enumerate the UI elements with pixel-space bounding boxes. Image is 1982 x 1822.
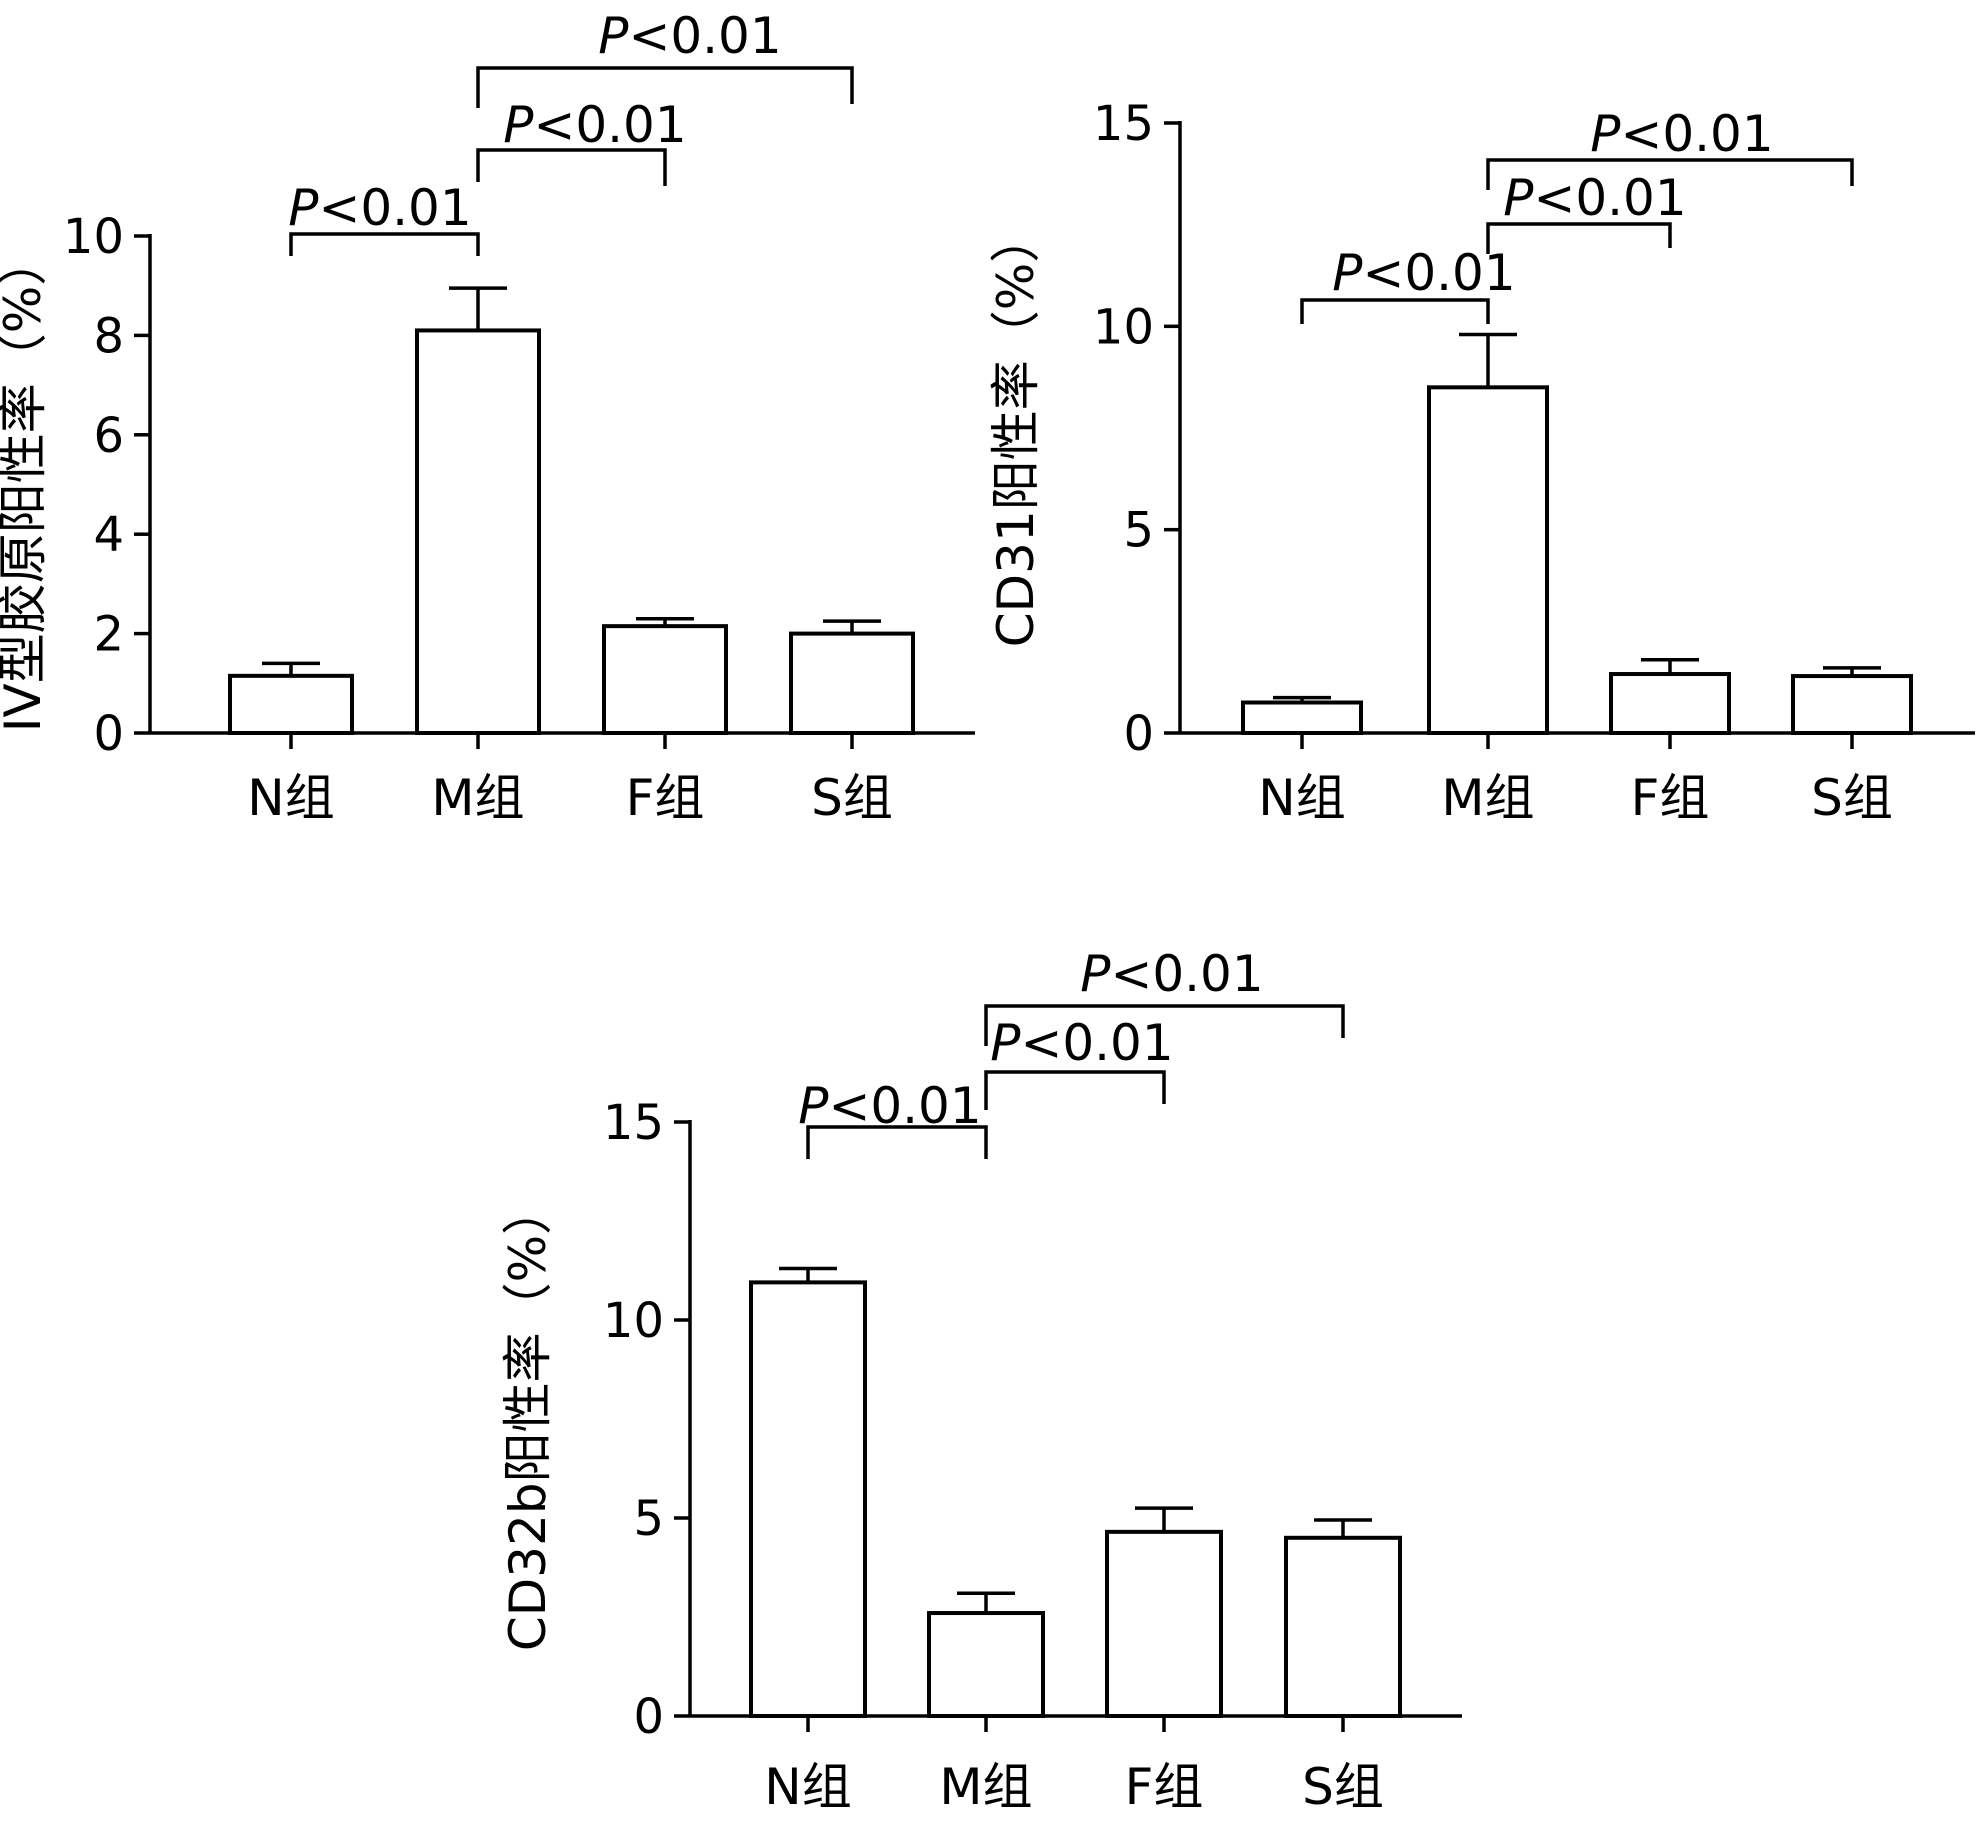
y-tick-label: 0 bbox=[93, 706, 124, 762]
significance-p-italic: P bbox=[288, 179, 319, 237]
y-axis-title: CD32b阳性率（%） bbox=[499, 1185, 557, 1651]
bar bbox=[789, 631, 915, 735]
significance-label: P<0.01 bbox=[990, 1014, 1173, 1072]
significance-p-italic: P bbox=[798, 1077, 829, 1135]
x-category-label: N组 bbox=[1258, 769, 1345, 827]
x-category-label: S组 bbox=[1302, 1758, 1384, 1816]
significance-bracket bbox=[1300, 298, 1490, 324]
x-category-label: M组 bbox=[1441, 769, 1534, 827]
significance-p-italic: P bbox=[598, 7, 629, 65]
y-tick-label: 0 bbox=[1123, 706, 1154, 762]
significance-threshold: <0.01 bbox=[1110, 945, 1263, 1003]
y-tick-label: 5 bbox=[633, 1491, 664, 1547]
y-tick-label: 15 bbox=[603, 1095, 664, 1151]
x-category-label: M组 bbox=[939, 1758, 1032, 1816]
significance-threshold: <0.01 bbox=[1362, 244, 1515, 302]
significance-bracket bbox=[984, 1004, 1345, 1046]
bar bbox=[1609, 672, 1731, 735]
significance-bracket bbox=[806, 1125, 988, 1159]
significance-p-italic: P bbox=[503, 96, 534, 154]
y-axis-title: CD31阳性率（%） bbox=[987, 213, 1045, 648]
x-category-label: F组 bbox=[1125, 1758, 1204, 1816]
significance-p-italic: P bbox=[1590, 105, 1621, 163]
y-tick-label: 2 bbox=[93, 607, 124, 663]
significance-label: P<0.01 bbox=[1080, 945, 1263, 1003]
y-tick-label: 0 bbox=[633, 1689, 664, 1745]
significance-label: P<0.01 bbox=[503, 96, 686, 154]
significance-threshold: <0.01 bbox=[828, 1077, 981, 1135]
bar bbox=[1791, 674, 1913, 735]
significance-label: P<0.01 bbox=[598, 7, 781, 65]
significance-threshold: <0.01 bbox=[318, 179, 471, 237]
significance-p-italic: P bbox=[1080, 945, 1111, 1003]
bar bbox=[228, 673, 354, 735]
significance-bracket bbox=[984, 1070, 1166, 1110]
bar bbox=[927, 1611, 1045, 1719]
y-tick-label: 5 bbox=[1123, 503, 1154, 559]
x-category-label: S组 bbox=[811, 769, 893, 827]
bar bbox=[602, 624, 728, 736]
x-category-label: N组 bbox=[764, 1758, 851, 1816]
significance-label: P<0.01 bbox=[798, 1077, 981, 1135]
significance-bracket bbox=[476, 66, 854, 108]
x-category-label: F组 bbox=[626, 769, 705, 827]
significance-threshold: <0.01 bbox=[533, 96, 686, 154]
y-tick-label: 4 bbox=[93, 507, 124, 563]
x-category-label: S组 bbox=[1811, 769, 1893, 827]
bar bbox=[749, 1280, 867, 1718]
significance-bracket bbox=[476, 148, 667, 186]
significance-label: P<0.01 bbox=[1590, 105, 1773, 163]
y-tick-label: 15 bbox=[1093, 96, 1154, 152]
y-tick-label: 6 bbox=[93, 408, 124, 464]
bar bbox=[1284, 1535, 1402, 1719]
y-tick-label: 8 bbox=[93, 308, 124, 364]
significance-bracket bbox=[1486, 158, 1854, 190]
y-tick-label: 10 bbox=[63, 209, 124, 265]
significance-threshold: <0.01 bbox=[1020, 1014, 1173, 1072]
significance-bracket bbox=[1486, 222, 1672, 254]
significance-bracket bbox=[289, 232, 480, 256]
significance-label: P<0.01 bbox=[288, 179, 471, 237]
y-tick-label: 10 bbox=[1093, 299, 1154, 355]
y-axis-title: IV型胶原阳性率（%） bbox=[0, 236, 52, 732]
bar bbox=[1105, 1529, 1223, 1718]
significance-p-italic: P bbox=[1332, 244, 1363, 302]
significance-p-italic: P bbox=[990, 1014, 1021, 1072]
significance-label: P<0.01 bbox=[1332, 244, 1515, 302]
significance-threshold: <0.01 bbox=[628, 7, 781, 65]
x-category-label: N组 bbox=[247, 769, 334, 827]
x-category-label: F组 bbox=[1631, 769, 1710, 827]
significance-threshold: <0.01 bbox=[1620, 105, 1773, 163]
significance-label: P<0.01 bbox=[1503, 169, 1686, 227]
bar bbox=[415, 328, 541, 735]
significance-p-italic: P bbox=[1503, 169, 1534, 227]
bar bbox=[1427, 385, 1549, 735]
significance-threshold: <0.01 bbox=[1533, 169, 1686, 227]
bar bbox=[1241, 700, 1363, 735]
x-category-label: M组 bbox=[431, 769, 524, 827]
y-tick-label: 10 bbox=[603, 1293, 664, 1349]
